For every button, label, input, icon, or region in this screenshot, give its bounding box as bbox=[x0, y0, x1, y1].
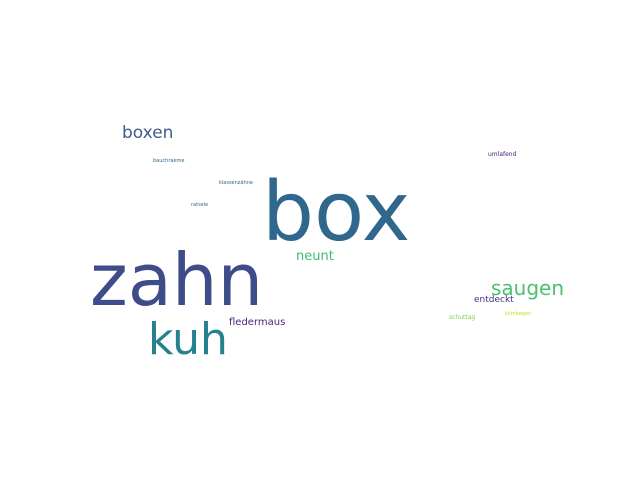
word-box: box bbox=[262, 165, 411, 260]
word-schuetteg: schuttag bbox=[449, 314, 476, 321]
word-saugen: saugen bbox=[491, 276, 565, 300]
word-ratsele: ratsele bbox=[191, 202, 209, 208]
word-umlafend: umlafend bbox=[488, 151, 517, 158]
word-boxen: boxen bbox=[122, 123, 174, 143]
word-neunt: neunt bbox=[296, 249, 334, 264]
word-entdeckt: entdeckt bbox=[474, 295, 514, 305]
word-klassenzahne: klassenzähne bbox=[219, 180, 253, 186]
word-klimbegen: klimbegen bbox=[505, 311, 532, 317]
word-zahn: zahn bbox=[90, 238, 264, 322]
word-bauchraeume: bauchraeme bbox=[153, 158, 185, 164]
word-fledermaus: fledermaus bbox=[229, 317, 286, 328]
word-kuh: kuh bbox=[148, 314, 228, 365]
